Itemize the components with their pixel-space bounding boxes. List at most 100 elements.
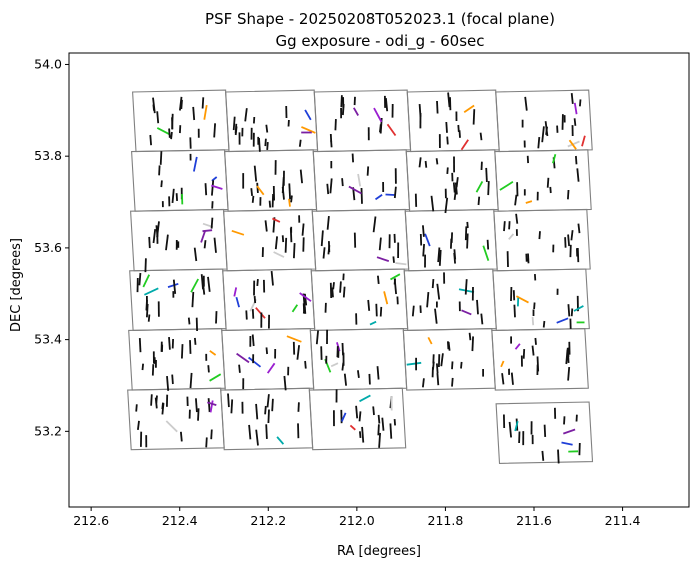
- psf-whisker: [573, 305, 584, 312]
- psf-whisker: [286, 335, 302, 343]
- psf-whisker: [366, 166, 370, 176]
- psf-whisker: [422, 378, 425, 388]
- psf-whisker: [165, 234, 169, 251]
- psf-whisker: [435, 158, 439, 165]
- psf-whisker: [355, 405, 359, 419]
- psf-whisker: [549, 186, 552, 194]
- psf-whisker: [251, 195, 255, 203]
- x-tick-label: 211.8: [428, 513, 464, 528]
- psf-whisker: [525, 200, 533, 204]
- psf-whisker: [424, 233, 431, 247]
- psf-whisker: [383, 291, 389, 305]
- psf-whisker: [386, 123, 397, 137]
- psf-whisker: [291, 304, 299, 313]
- psf-whisker: [436, 100, 439, 114]
- psf-whisker: [299, 292, 312, 302]
- psf-whisker: [326, 183, 330, 195]
- psf-whisker: [524, 96, 528, 111]
- psf-whisker: [203, 240, 207, 249]
- y-axis-label: DEC [degrees]: [9, 238, 24, 332]
- psf-whisker: [289, 228, 293, 243]
- psf-whisker: [573, 102, 578, 115]
- psf-whisker: [265, 124, 269, 133]
- psf-whisker: [544, 121, 549, 137]
- psf-whisker: [432, 361, 435, 370]
- psf-whisker: [250, 188, 253, 196]
- psf-whisker: [168, 128, 171, 138]
- psf-whisker: [513, 304, 516, 318]
- psf-whisker: [304, 109, 312, 121]
- psf-whisker: [376, 256, 390, 262]
- psf-whisker: [466, 221, 469, 229]
- psf-whisker: [375, 303, 378, 317]
- psf-whisker: [144, 258, 147, 273]
- ccd-frame: [402, 328, 496, 391]
- psf-whisker: [406, 361, 422, 366]
- psf-whisker: [482, 245, 490, 261]
- psf-whisker: [508, 421, 512, 438]
- chart-subtitle: Gg exposure - odi_g - 60sec: [275, 32, 484, 51]
- psf-whisker: [343, 373, 347, 386]
- ccd-frame: [129, 268, 227, 331]
- psf-whisker: [552, 153, 557, 164]
- psf-whisker: [466, 233, 469, 249]
- psf-whisker: [430, 195, 435, 212]
- psf-whisker: [567, 367, 571, 381]
- psf-whisker: [320, 230, 324, 247]
- psf-whisker: [360, 187, 363, 204]
- psf-whisker: [193, 247, 198, 262]
- psf-whisker: [446, 167, 449, 174]
- psf-whisker: [232, 116, 236, 131]
- psf-whisker: [135, 404, 138, 412]
- psf-whisker: [213, 237, 217, 253]
- psf-whisker: [158, 165, 161, 176]
- psf-whisker: [293, 243, 296, 259]
- psf-whisker: [461, 309, 472, 316]
- psf-whisker: [376, 366, 380, 380]
- psf-whisker: [137, 420, 140, 431]
- psf-whisker: [454, 182, 458, 195]
- psf-whisker: [479, 132, 483, 141]
- psf-whisker: [276, 436, 285, 445]
- psf-whisker: [541, 126, 545, 143]
- psf-whisker: [451, 377, 454, 387]
- psf-whisker: [195, 398, 198, 413]
- ccd-frame: [495, 401, 594, 464]
- psf-whisker: [190, 278, 199, 293]
- psf-whisker: [266, 362, 276, 374]
- y-tick-label: 53.4: [34, 332, 62, 347]
- psf-whisker: [159, 151, 163, 165]
- psf-whisker: [152, 228, 157, 244]
- psf-whisker: [150, 394, 153, 406]
- psf-whisker: [165, 420, 178, 433]
- psf-whisker: [379, 124, 382, 133]
- psf-whisker: [522, 349, 526, 359]
- psf-whisker: [353, 107, 359, 116]
- psf-whisker: [348, 185, 362, 195]
- psf-whisker: [302, 305, 306, 314]
- psf-whisker: [142, 274, 151, 288]
- psf-whisker: [172, 279, 177, 294]
- psf-whisker: [358, 411, 362, 422]
- psf-whisker: [537, 137, 541, 149]
- psf-whisker: [233, 287, 238, 297]
- psf-whisker: [187, 317, 191, 325]
- psf-whisker: [361, 426, 365, 443]
- psf-whisker: [568, 139, 577, 150]
- psf-whisker: [201, 97, 205, 109]
- psf-whisker: [256, 185, 265, 196]
- psf-whisker: [533, 302, 536, 310]
- psf-whisker: [565, 349, 569, 365]
- x-tick-label: 212.6: [73, 513, 109, 528]
- psf-whisker: [564, 237, 567, 248]
- psf-whisker: [330, 140, 333, 148]
- psf-whisker: [210, 217, 214, 229]
- psf-whisker: [156, 127, 171, 136]
- psf-whisker: [368, 373, 371, 385]
- psf-whisker: [238, 364, 241, 373]
- psf-whisker: [245, 310, 248, 320]
- psf-whisker: [230, 399, 234, 414]
- psf-whisker: [231, 229, 245, 236]
- y-tick-label: 53.8: [34, 148, 62, 163]
